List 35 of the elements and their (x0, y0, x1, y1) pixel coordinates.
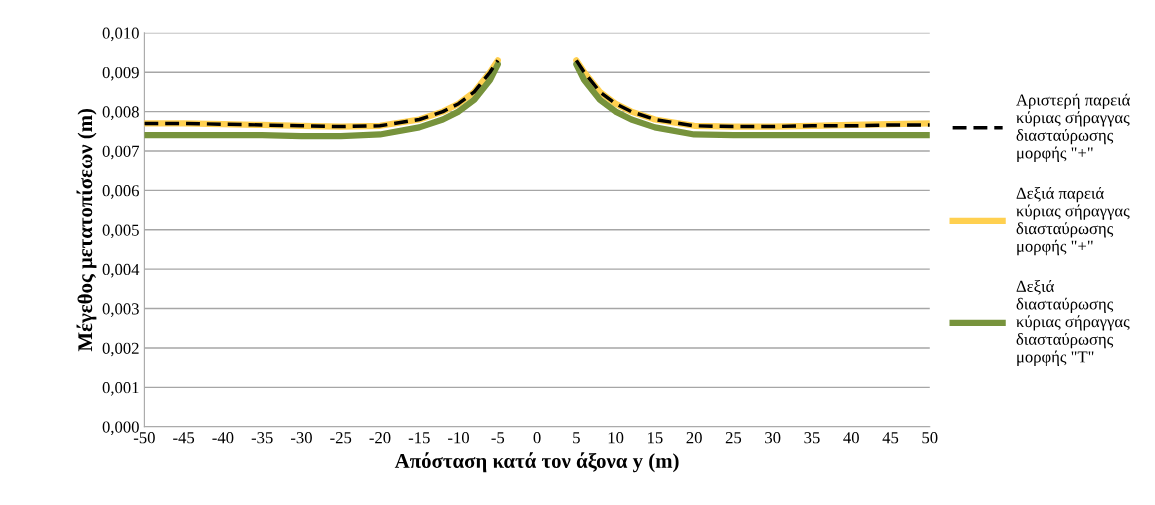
legend-label: Δεξιά παρειά κύριας σήραγγας διασταύρωσης μορφής "+" (1016, 186, 1130, 256)
y-tick-label: 0,004 (102, 263, 140, 278)
x-tick-label: -25 (330, 432, 352, 444)
y-tick-label: 0,003 (102, 303, 139, 317)
y-tick-label: 0,007 (102, 145, 140, 160)
x-tick-label: 5 (573, 432, 580, 444)
x-tick-label: -30 (290, 432, 312, 444)
x-tick-label: -35 (251, 432, 273, 444)
x-tick-label: -20 (369, 432, 391, 444)
legend-label: Δεξιά διασταύρωσης κύριας σήραγγας διασταύρωσης μορφής "Τ" (1016, 279, 1130, 366)
x-tick-label: 20 (686, 432, 702, 444)
x-tick-label: 30 (765, 432, 781, 444)
x-tick-label: 0 (533, 432, 541, 444)
legend-label: Αριστερή παρειά κύριας σήραγγας διασταύρωσης μορφής "+" (1016, 93, 1130, 162)
y-tick-label: 0,002 (102, 342, 139, 357)
x-tick-label: -45 (173, 432, 195, 444)
y-tick-label: 0,001 (102, 382, 139, 396)
y-tick-label: 0,006 (102, 185, 140, 199)
x-tick-label: -10 (448, 432, 470, 444)
y-tick-label: 0,005 (102, 224, 139, 239)
x-tick-label: 10 (608, 432, 624, 444)
y-axis-title: Μέγεθος μετατοπίσεων (m) (76, 108, 97, 352)
x-tick-label: 45 (882, 432, 899, 444)
x-tick-label: -5 (491, 432, 505, 444)
y-tick-label: 0,010 (102, 27, 139, 42)
y-tick-label: 0,009 (102, 66, 139, 81)
x-tick-label: 25 (725, 432, 742, 444)
x-tick-label: 35 (804, 432, 820, 444)
x-tick-label: -40 (212, 432, 234, 444)
y-tick-label: 0,008 (102, 106, 139, 120)
x-axis-title: Απόσταση κατά τον άξονα y (m) (394, 452, 679, 473)
x-tick-label: 50 (922, 432, 938, 444)
x-tick-label: 40 (843, 432, 859, 444)
x-tick-label: -15 (408, 432, 430, 444)
x-tick-label: 15 (648, 432, 663, 444)
